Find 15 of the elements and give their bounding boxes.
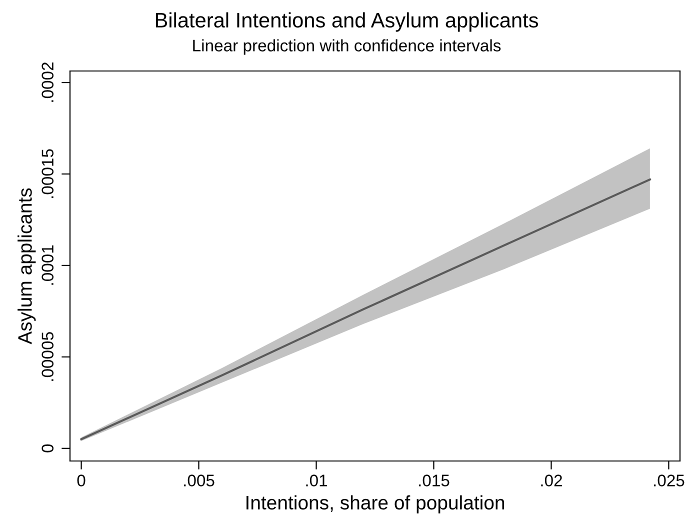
chart-subtitle: Linear prediction with confidence intervals <box>193 39 501 55</box>
y-tick-label: .0001 <box>42 245 54 285</box>
x-tick-label: .02 <box>541 474 562 486</box>
y-tick-label: 0 <box>42 444 54 452</box>
y-tick-label: .00015 <box>42 149 54 198</box>
chart-title: Bilateral Intentions and Asylum applicants <box>156 12 538 32</box>
x-tick-label: .005 <box>184 474 214 486</box>
x-tick-label: .01 <box>306 474 328 486</box>
x-tick-label: .025 <box>654 474 684 486</box>
x-axis-title: Intentions, share of population <box>246 495 504 514</box>
x-tick-label: 0 <box>77 474 86 486</box>
y-axis-title: Asylum applicants <box>18 188 36 344</box>
x-tick-label: .015 <box>419 474 450 486</box>
y-tick-label: .0002 <box>42 62 54 102</box>
y-tick-label: .00005 <box>42 332 54 381</box>
